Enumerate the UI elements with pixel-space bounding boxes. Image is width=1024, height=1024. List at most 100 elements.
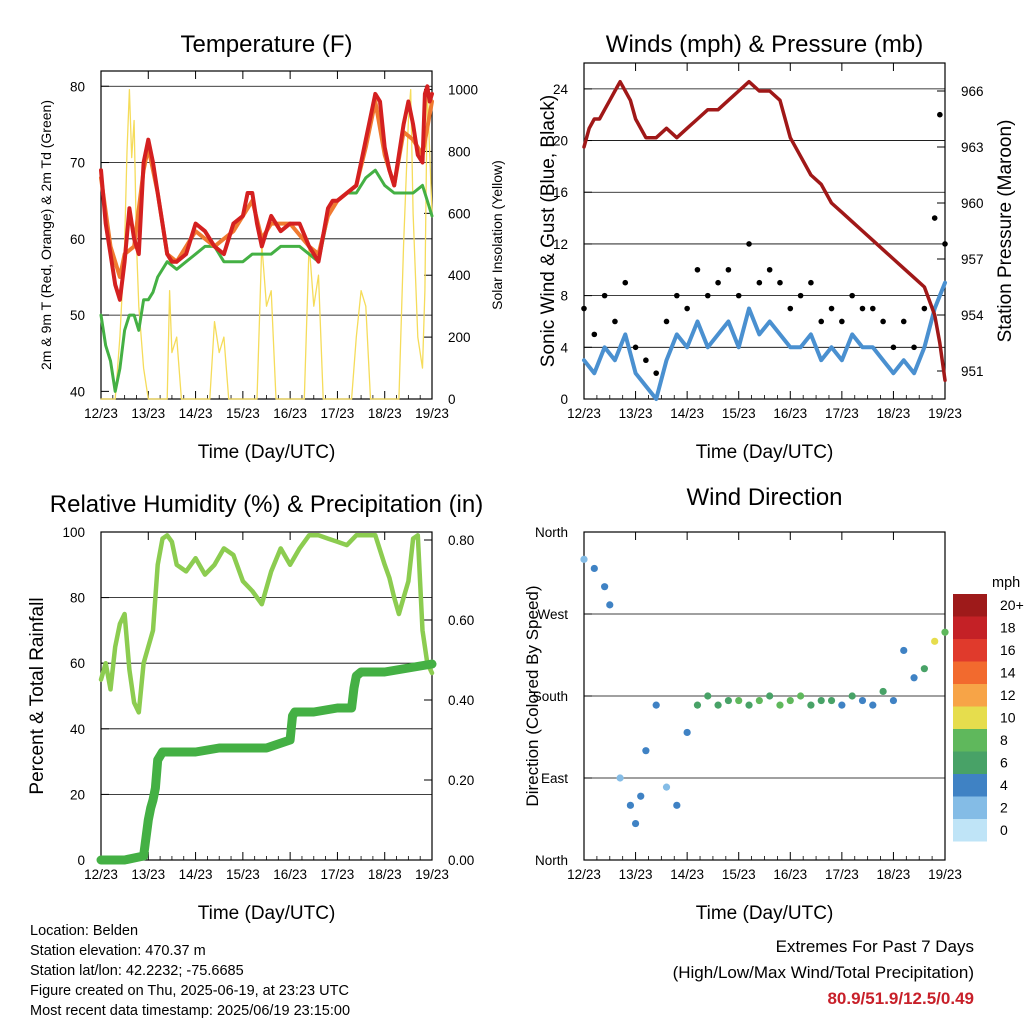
x-tick-label: 19/23	[928, 406, 962, 421]
gust-point	[735, 292, 742, 299]
extremes-title: Extremes For Past 7 Days	[775, 937, 974, 956]
legend-title: mph	[992, 575, 1020, 591]
y2-tick-label: 800	[448, 144, 471, 159]
direction-point	[807, 701, 815, 709]
y-tick-label: 50	[70, 308, 85, 323]
y2-axis-label: Solar Insolation (Yellow)	[489, 160, 505, 310]
y2-tick-label: 0	[448, 392, 456, 407]
direction-point	[601, 583, 609, 591]
gust-point	[777, 279, 783, 286]
y-tick-label: 70	[70, 156, 85, 171]
y2-tick-label: 0.40	[448, 693, 474, 708]
y2-tick-label: 0.20	[448, 773, 474, 788]
y2-tick-label: 0.80	[448, 533, 474, 548]
y-tick-label: 8	[560, 289, 568, 304]
y-tick-label: 60	[70, 656, 85, 671]
latlon-text: Station lat/lon: 42.2232; -75.6685	[30, 963, 244, 979]
legend-label: 6	[1000, 755, 1008, 771]
y-tick-label: 40	[70, 384, 85, 399]
pressure-line	[582, 79, 947, 383]
dewpoint-line	[99, 168, 434, 393]
direction-point	[652, 701, 660, 709]
extremes-box: Extremes For Past 7 Days (High/Low/Max W…	[673, 934, 974, 1012]
x-tick-label: 19/23	[928, 867, 962, 882]
plot-frame	[100, 70, 433, 400]
gust-point	[787, 305, 794, 312]
x-axis-label: Time (Day/UTC)	[696, 903, 834, 924]
direction-point	[931, 637, 939, 645]
x-tick-label: 16/23	[773, 867, 807, 882]
elevation-text: Station elevation: 470.37 m	[30, 943, 206, 959]
gust-point	[870, 305, 876, 312]
direction-point	[724, 696, 733, 705]
legend-label: 12	[1000, 687, 1016, 703]
gust-point	[890, 344, 897, 351]
direction-point	[637, 792, 645, 800]
gust-point	[839, 318, 845, 325]
y-tick-label: 40	[70, 722, 85, 737]
direction-point	[797, 692, 805, 700]
precip-line	[96, 659, 437, 865]
direction-point	[920, 665, 928, 673]
x-tick-label: 15/23	[226, 867, 260, 882]
y-tick-label: 60	[70, 232, 85, 247]
direction-point	[693, 701, 702, 709]
x-tick-label: 18/23	[368, 406, 402, 421]
legend-swatch	[953, 684, 987, 707]
gust-point	[900, 318, 907, 325]
x-tick-label: 13/23	[131, 406, 165, 421]
speed-legend: mph 20+ 18 16 14 12 10 8 6 4 2 0	[953, 575, 1024, 842]
y-tick-label: 0	[77, 853, 85, 868]
direction-point	[869, 701, 877, 709]
gust-point	[632, 344, 639, 351]
gust-point	[663, 318, 670, 325]
x-tick-label: 16/23	[273, 867, 307, 882]
x-tick-label: 18/23	[368, 867, 402, 882]
legend-swatch	[953, 729, 987, 752]
y-tick-label: 20	[553, 134, 568, 149]
x-tick-label: 17/23	[321, 406, 355, 421]
direction-point	[642, 747, 650, 755]
gust-point	[725, 266, 732, 273]
x-tick-label: 17/23	[321, 867, 355, 882]
legend-swatch	[953, 706, 987, 729]
gust-point	[859, 305, 866, 312]
legend-label: 8	[1000, 732, 1008, 748]
gust-point	[581, 305, 587, 312]
x-tick-label: 19/23	[415, 867, 449, 882]
direction-point	[704, 692, 712, 700]
x-tick-label: 13/23	[619, 867, 653, 882]
legend-label: 20+	[1000, 597, 1024, 613]
direction-point	[745, 701, 753, 709]
direction-point	[606, 601, 614, 609]
recent-text: Most recent data timestamp: 2025/06/19 2…	[30, 1003, 351, 1019]
direction-point	[662, 783, 671, 791]
direction-point	[910, 674, 918, 682]
direction-point	[616, 774, 624, 782]
direction-point	[766, 692, 774, 700]
gust-point	[704, 292, 711, 299]
panel-title: Temperature (F)	[180, 31, 352, 58]
legend-swatch	[953, 594, 987, 617]
direction-point	[735, 696, 743, 705]
gust-point	[684, 305, 690, 312]
location-text: Location: Belden	[30, 923, 139, 939]
y-tick-label: West	[537, 607, 568, 622]
x-tick-label: 14/23	[179, 867, 213, 882]
panel-1: Temperature (F) 12/23 13/23 14/23 15/23 16/23…	[38, 31, 505, 463]
x-tick-label: 13/23	[619, 406, 653, 421]
wind-line	[582, 280, 947, 401]
y-tick-label: 20	[70, 787, 85, 802]
legend-swatch	[953, 774, 987, 797]
direction-point	[683, 728, 691, 737]
direction-point	[776, 701, 784, 709]
y2-tick-label: 960	[961, 196, 984, 211]
y-tick-label: 24	[553, 82, 569, 97]
y2-axis-label: Station Pressure (Maroon)	[995, 120, 1016, 343]
direction-point	[631, 819, 640, 828]
gust-point	[849, 292, 855, 299]
legend-label: 4	[1000, 777, 1008, 793]
panel-2: Winds (mph) & Pressure (mb) 12/23 13/23 14/…	[538, 31, 1016, 463]
direction-point	[858, 696, 867, 705]
